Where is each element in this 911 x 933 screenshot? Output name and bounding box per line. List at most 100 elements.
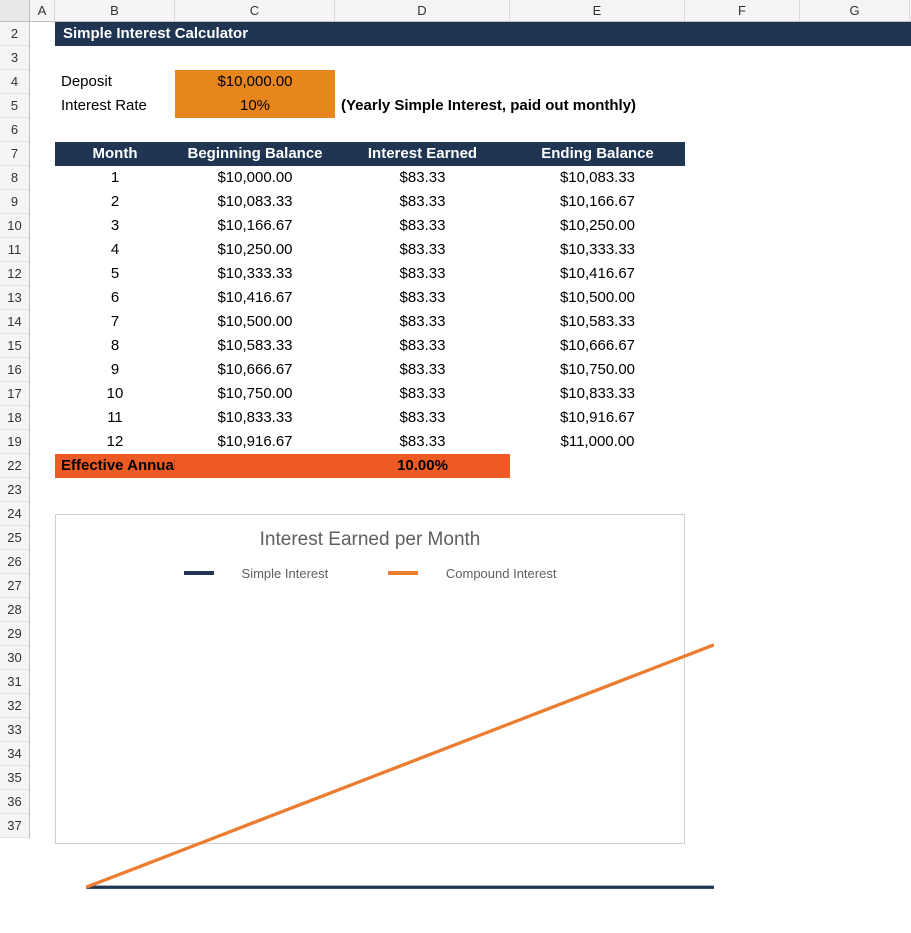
interest-chart[interactable]: Interest Earned per Month Simple Interes… — [55, 514, 685, 844]
row-header-10[interactable]: 10 — [0, 214, 29, 238]
cell-ending[interactable]: $10,166.67 — [510, 190, 685, 214]
cell-ending[interactable]: $10,833.33 — [510, 382, 685, 406]
row-header-9[interactable]: 9 — [0, 190, 29, 214]
cell-interest[interactable]: $83.33 — [335, 406, 510, 430]
cell-ending[interactable]: $11,000.00 — [510, 430, 685, 454]
col-header-D[interactable]: D — [335, 0, 510, 21]
cell-ending[interactable]: $10,500.00 — [510, 286, 685, 310]
cell-interest[interactable]: $83.33 — [335, 310, 510, 334]
row-header-33[interactable]: 33 — [0, 718, 29, 742]
row-header-26[interactable]: 26 — [0, 550, 29, 574]
col-header-C[interactable]: C — [175, 0, 335, 21]
deposit-label: Deposit — [55, 70, 175, 94]
row-header-13[interactable]: 13 — [0, 286, 29, 310]
col-header-E[interactable]: E — [510, 0, 685, 21]
th-beginning: Beginning Balance — [175, 142, 335, 166]
row-header-30[interactable]: 30 — [0, 646, 29, 670]
cell-interest[interactable]: $83.33 — [335, 358, 510, 382]
cell-ending[interactable]: $10,583.33 — [510, 310, 685, 334]
cell-beginning[interactable]: $10,750.00 — [175, 382, 335, 406]
cell-month[interactable]: 10 — [55, 382, 175, 406]
row-header-8[interactable]: 8 — [0, 166, 29, 190]
cell-ending[interactable]: $10,750.00 — [510, 358, 685, 382]
cell-interest[interactable]: $83.33 — [335, 430, 510, 454]
rate-value-cell[interactable]: 10% — [175, 94, 335, 118]
row-header-24[interactable]: 24 — [0, 502, 29, 526]
row-header-23[interactable]: 23 — [0, 478, 29, 502]
row-header-6[interactable]: 6 — [0, 118, 29, 142]
row-header-27[interactable]: 27 — [0, 574, 29, 598]
cell-beginning[interactable]: $10,916.67 — [175, 430, 335, 454]
row-header-35[interactable]: 35 — [0, 766, 29, 790]
row-header-5[interactable]: 5 — [0, 94, 29, 118]
col-header-F[interactable]: F — [685, 0, 800, 21]
select-all-corner[interactable] — [0, 0, 30, 21]
cell-interest[interactable]: $83.33 — [335, 166, 510, 190]
row-header-16[interactable]: 16 — [0, 358, 29, 382]
cell-beginning[interactable]: $10,250.00 — [175, 238, 335, 262]
cell-beginning[interactable]: $10,416.67 — [175, 286, 335, 310]
cell-interest[interactable]: $83.33 — [335, 214, 510, 238]
row-header-7[interactable]: 7 — [0, 142, 29, 166]
cell-beginning[interactable]: $10,500.00 — [175, 310, 335, 334]
cell-interest[interactable]: $83.33 — [335, 334, 510, 358]
row-header-14[interactable]: 14 — [0, 310, 29, 334]
cell-beginning[interactable]: $10,583.33 — [175, 334, 335, 358]
row-header-22[interactable]: 22 — [0, 454, 29, 478]
table-row: 8$10,583.33$83.33$10,666.67 — [30, 334, 911, 358]
cell-beginning[interactable]: $10,833.33 — [175, 406, 335, 430]
row-header-4[interactable]: 4 — [0, 70, 29, 94]
row-header-17[interactable]: 17 — [0, 382, 29, 406]
cell-month[interactable]: 3 — [55, 214, 175, 238]
cell-month[interactable]: 12 — [55, 430, 175, 454]
row-header-12[interactable]: 12 — [0, 262, 29, 286]
cell-beginning[interactable]: $10,333.33 — [175, 262, 335, 286]
cell-month[interactable]: 7 — [55, 310, 175, 334]
row-header-36[interactable]: 36 — [0, 790, 29, 814]
row-header-25[interactable]: 25 — [0, 526, 29, 550]
cell-beginning[interactable]: $10,000.00 — [175, 166, 335, 190]
cell-beginning[interactable]: $10,666.67 — [175, 358, 335, 382]
row-header-32[interactable]: 32 — [0, 694, 29, 718]
row-header-11[interactable]: 11 — [0, 238, 29, 262]
row-header-31[interactable]: 31 — [0, 670, 29, 694]
cell-month[interactable]: 2 — [55, 190, 175, 214]
col-header-B[interactable]: B — [55, 0, 175, 21]
row-header-3[interactable]: 3 — [0, 46, 29, 70]
cell-month[interactable]: 5 — [55, 262, 175, 286]
cell-ending[interactable]: $10,250.00 — [510, 214, 685, 238]
deposit-value-cell[interactable]: $10,000.00 — [175, 70, 335, 94]
col-header-A[interactable]: A — [30, 0, 55, 21]
cell-ending[interactable]: $10,666.67 — [510, 334, 685, 358]
row-header-19[interactable]: 19 — [0, 430, 29, 454]
cell-month[interactable]: 4 — [55, 238, 175, 262]
cell-interest[interactable]: $83.33 — [335, 238, 510, 262]
cell-ending[interactable]: $10,333.33 — [510, 238, 685, 262]
row-header-18[interactable]: 18 — [0, 406, 29, 430]
cell-beginning[interactable]: $10,166.67 — [175, 214, 335, 238]
row-header-34[interactable]: 34 — [0, 742, 29, 766]
cell-month[interactable]: 1 — [55, 166, 175, 190]
cell-interest[interactable]: $83.33 — [335, 262, 510, 286]
cell-interest[interactable]: $83.33 — [335, 286, 510, 310]
th-interest: Interest Earned — [335, 142, 510, 166]
cell-ending[interactable]: $10,916.67 — [510, 406, 685, 430]
cell-beginning[interactable]: $10,083.33 — [175, 190, 335, 214]
legend-swatch-simple — [184, 571, 214, 575]
row-header-28[interactable]: 28 — [0, 598, 29, 622]
cell-month[interactable]: 11 — [55, 406, 175, 430]
cell-ending[interactable]: $10,083.33 — [510, 166, 685, 190]
row-header-29[interactable]: 29 — [0, 622, 29, 646]
row-header-37[interactable]: 37 — [0, 814, 29, 838]
effective-rate-row: Effective Annual Interest Rate 10.00% — [30, 454, 911, 478]
cell-ending[interactable]: $10,416.67 — [510, 262, 685, 286]
cell-month[interactable]: 8 — [55, 334, 175, 358]
cell-interest[interactable]: $83.33 — [335, 190, 510, 214]
cell-month[interactable]: 9 — [55, 358, 175, 382]
row-header-15[interactable]: 15 — [0, 334, 29, 358]
row-header-2[interactable]: 2 — [0, 22, 29, 46]
col-header-G[interactable]: G — [800, 0, 910, 21]
grid-area[interactable]: Simple Interest Calculator Deposit $10,0… — [30, 22, 911, 868]
cell-interest[interactable]: $83.33 — [335, 382, 510, 406]
cell-month[interactable]: 6 — [55, 286, 175, 310]
